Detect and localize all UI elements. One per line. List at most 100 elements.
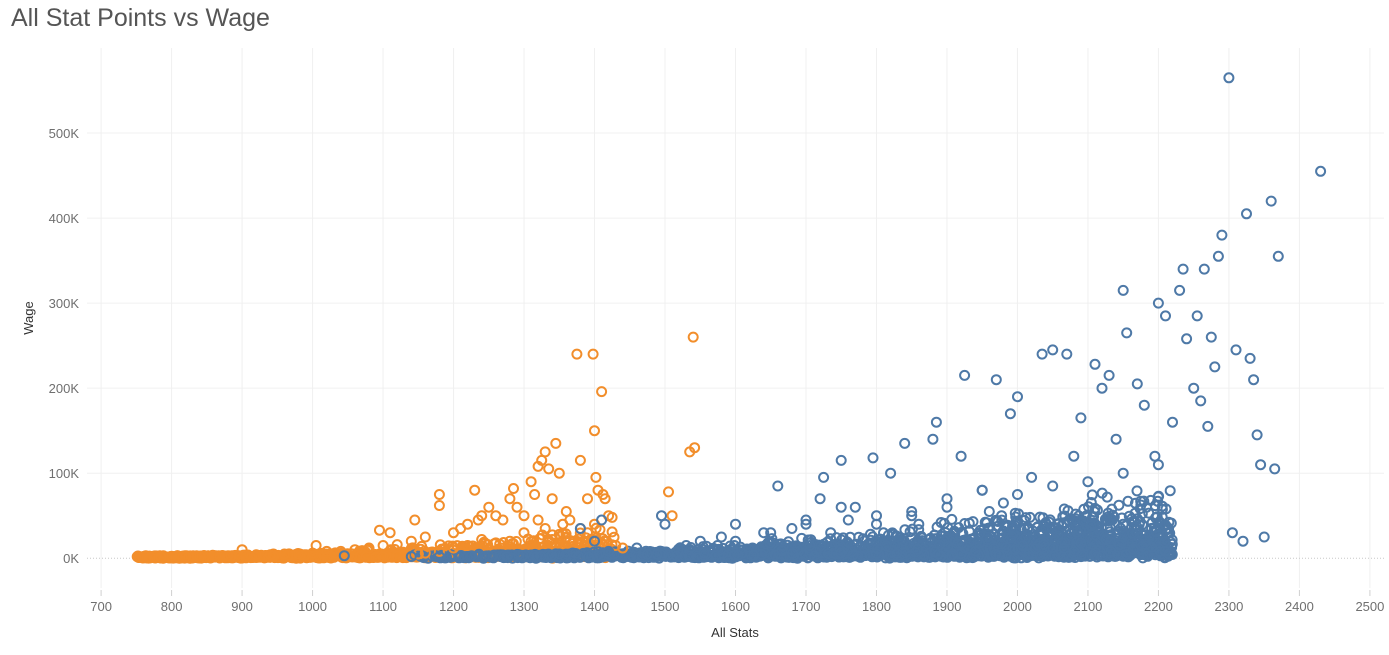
data-point-blue xyxy=(1237,535,1249,547)
data-point-blue xyxy=(730,535,741,547)
data-point-blue xyxy=(990,374,1002,386)
data-point-blue xyxy=(870,548,882,559)
data-point-orange xyxy=(599,493,611,505)
data-point-orange xyxy=(278,548,290,560)
data-point-blue xyxy=(1241,208,1252,220)
data-point-blue xyxy=(808,550,820,562)
data-point-blue xyxy=(800,518,812,530)
data-point-blue xyxy=(1156,503,1168,515)
data-point-blue xyxy=(1070,513,1081,525)
data-point-blue xyxy=(1163,548,1175,560)
data-point-blue xyxy=(1017,540,1029,552)
data-point-blue xyxy=(1027,525,1039,537)
data-point-orange xyxy=(518,527,530,539)
data-point-blue xyxy=(904,526,916,538)
data-point-blue xyxy=(1212,250,1224,262)
data-point-orange xyxy=(526,539,538,551)
data-point-blue xyxy=(941,493,953,505)
data-point-blue xyxy=(728,549,740,561)
data-point-blue xyxy=(1012,518,1024,530)
data-point-orange xyxy=(546,493,558,505)
data-point-blue xyxy=(1006,535,1017,546)
data-point-blue xyxy=(899,524,911,536)
data-point-blue xyxy=(765,527,777,539)
data-point-blue xyxy=(1029,543,1041,555)
gridlines xyxy=(87,48,1384,596)
data-point-orange xyxy=(412,548,424,560)
data-point-blue xyxy=(479,550,490,562)
data-point-blue xyxy=(1129,516,1141,528)
data-point-blue xyxy=(1251,429,1263,441)
data-point-blue xyxy=(1145,494,1157,506)
data-point-blue xyxy=(1198,263,1210,275)
data-point-orange xyxy=(689,442,701,454)
data-point-orange xyxy=(476,534,488,545)
data-point-blue xyxy=(1131,378,1143,390)
data-point-blue xyxy=(786,523,798,534)
data-point-orange xyxy=(511,501,523,513)
data-point-blue xyxy=(904,550,916,562)
data-point-orange xyxy=(377,540,389,551)
data-point-blue xyxy=(859,550,871,562)
data-point-blue xyxy=(671,550,683,562)
data-point-orange xyxy=(532,514,544,526)
data-point-blue xyxy=(955,450,967,462)
data-point-blue xyxy=(1120,549,1132,561)
data-point-orange xyxy=(166,551,178,562)
data-point-orange xyxy=(384,527,396,539)
data-point-blue xyxy=(1131,485,1143,497)
chart-title: All Stat Points vs Wage xyxy=(11,4,270,32)
data-point-orange xyxy=(405,535,417,547)
data-point-blue xyxy=(1191,310,1203,322)
data-point-blue xyxy=(1195,395,1207,407)
data-point-blue xyxy=(913,518,925,530)
data-point-blue xyxy=(804,540,816,551)
data-point-blue xyxy=(849,501,861,513)
data-point-orange xyxy=(433,545,445,557)
data-point-orange xyxy=(391,539,403,551)
x-tick-label: 700 xyxy=(90,599,112,614)
data-point-blue xyxy=(1058,503,1070,515)
data-point-blue xyxy=(923,534,935,545)
data-point-orange xyxy=(419,547,431,559)
data-point-blue xyxy=(1122,495,1134,507)
y-tick-label: 500K xyxy=(49,126,80,141)
data-point-blue xyxy=(1004,408,1016,420)
data-point-orange xyxy=(134,551,146,563)
data-point-blue xyxy=(959,369,971,381)
data-point-blue xyxy=(1070,508,1082,520)
data-point-blue xyxy=(732,549,744,561)
data-point-blue xyxy=(867,452,879,464)
x-tick-label: 2200 xyxy=(1144,599,1173,614)
data-point-blue xyxy=(1026,471,1038,483)
data-point-blue xyxy=(1110,433,1122,445)
x-tick-label: 1200 xyxy=(439,599,468,614)
data-point-blue xyxy=(1258,531,1270,543)
data-point-blue xyxy=(927,433,939,445)
y-axis-title: Wage xyxy=(21,301,36,334)
data-point-blue xyxy=(657,547,669,559)
y-axis-ticks: 0K 100K 200K 300K 400K 500K xyxy=(49,126,80,566)
data-point-blue xyxy=(501,551,513,563)
data-point-orange xyxy=(663,486,674,498)
data-point-blue xyxy=(1061,348,1073,360)
data-point-blue xyxy=(906,506,918,517)
data-point-blue xyxy=(483,550,495,562)
data-point-blue xyxy=(858,535,870,547)
data-point-blue xyxy=(1068,546,1080,558)
data-point-orange xyxy=(606,526,618,538)
data-point-blue xyxy=(559,550,571,562)
data-point-orange xyxy=(543,463,555,475)
data-point-orange xyxy=(564,514,576,526)
data-point-blue xyxy=(338,550,350,562)
data-point-blue xyxy=(1113,539,1125,551)
data-point-blue xyxy=(976,484,988,496)
data-point-blue xyxy=(1150,526,1162,538)
data-point-blue xyxy=(1110,529,1122,541)
data-point-blue xyxy=(1056,537,1068,549)
data-point-orange xyxy=(687,331,699,343)
data-point-blue xyxy=(941,533,953,544)
x-tick-label: 900 xyxy=(231,599,253,614)
x-tick-label: 1500 xyxy=(651,599,680,614)
